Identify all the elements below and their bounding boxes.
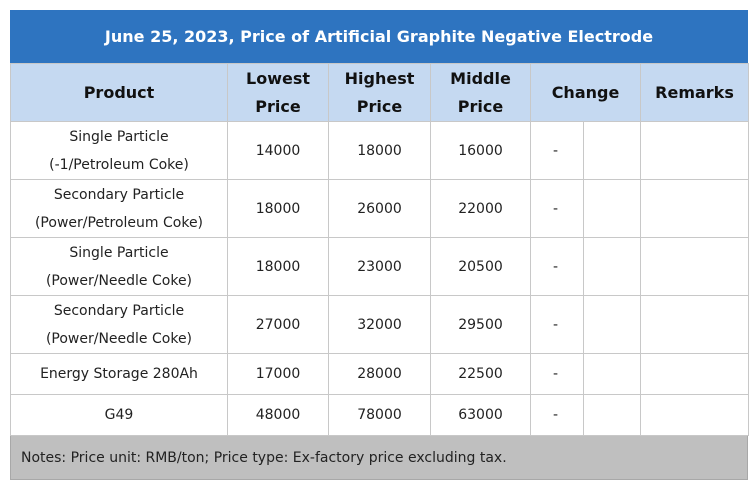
highest-price-cell: 32000 xyxy=(328,295,431,354)
table-body: Single Particle (-1/Petroleum Coke) 14000… xyxy=(10,121,749,436)
column-header: Product xyxy=(10,63,228,122)
change-cell: - xyxy=(530,295,584,354)
lowest-price-cell: 14000 xyxy=(227,121,329,180)
middle-price-cell: 22500 xyxy=(430,353,531,395)
column-header: Change xyxy=(530,63,641,122)
change-cell: - xyxy=(530,237,584,296)
table-row: Secondary Particle (Power/Petroleum Coke… xyxy=(10,179,749,238)
empty-cell xyxy=(583,179,641,238)
product-cell: Single Particle (-1/Petroleum Coke) xyxy=(10,121,228,180)
lowest-price-cell: 48000 xyxy=(227,394,329,436)
empty-cell xyxy=(583,237,641,296)
empty-cell xyxy=(583,353,641,395)
product-cell: Single Particle (Power/Needle Coke) xyxy=(10,237,228,296)
highest-price-cell: 18000 xyxy=(328,121,431,180)
change-cell: - xyxy=(530,121,584,180)
middle-price-cell: 20500 xyxy=(430,237,531,296)
table-row: Single Particle (Power/Needle Coke) 18000… xyxy=(10,237,749,296)
lowest-price-cell: 18000 xyxy=(227,179,329,238)
column-header: Middle Price xyxy=(430,63,531,122)
lowest-price-cell: 17000 xyxy=(227,353,329,395)
table-row: Single Particle (-1/Petroleum Coke) 14000… xyxy=(10,121,749,180)
empty-cell xyxy=(583,295,641,354)
column-header: Highest Price xyxy=(328,63,431,122)
remarks-cell xyxy=(640,121,749,180)
middle-price-cell: 16000 xyxy=(430,121,531,180)
notes: Notes: Price unit: RMB/ton; Price type: … xyxy=(10,436,748,480)
remarks-cell xyxy=(640,394,749,436)
change-cell: - xyxy=(530,179,584,238)
remarks-cell xyxy=(640,179,749,238)
price-table-panel: June 25, 2023, Price of Artificial Graph… xyxy=(10,10,749,480)
empty-cell xyxy=(583,121,641,180)
empty-cell xyxy=(583,394,641,436)
remarks-cell xyxy=(640,353,749,395)
table-row: Energy Storage 280Ah 17000 28000 22500- xyxy=(10,353,749,395)
change-cell: - xyxy=(530,353,584,395)
middle-price-cell: 63000 xyxy=(430,394,531,436)
middle-price-cell: 29500 xyxy=(430,295,531,354)
lowest-price-cell: 27000 xyxy=(227,295,329,354)
lowest-price-cell: 18000 xyxy=(227,237,329,296)
product-cell: Secondary Particle (Power/Petroleum Coke… xyxy=(10,179,228,238)
highest-price-cell: 28000 xyxy=(328,353,431,395)
header-row: Product Lowest Price Highest Price Middle P… xyxy=(10,63,749,122)
column-header: Remarks xyxy=(640,63,749,122)
middle-price-cell: 22000 xyxy=(430,179,531,238)
change-cell: - xyxy=(530,394,584,436)
highest-price-cell: 78000 xyxy=(328,394,431,436)
column-header: Lowest Price xyxy=(227,63,329,122)
highest-price-cell: 26000 xyxy=(328,179,431,238)
remarks-cell xyxy=(640,295,749,354)
table-row: Secondary Particle (Power/Needle Coke) 27… xyxy=(10,295,749,354)
highest-price-cell: 23000 xyxy=(328,237,431,296)
product-cell: Energy Storage 280Ah xyxy=(10,353,228,395)
table-title: June 25, 2023, Price of Artificial Graph… xyxy=(10,10,748,63)
product-cell: Secondary Particle (Power/Needle Coke) xyxy=(10,295,228,354)
remarks-cell xyxy=(640,237,749,296)
price-table: Product Lowest Price Highest Price Middle P… xyxy=(10,63,749,436)
table-row: G49 48000 78000 63000- xyxy=(10,394,749,436)
product-cell: G49 xyxy=(10,394,228,436)
